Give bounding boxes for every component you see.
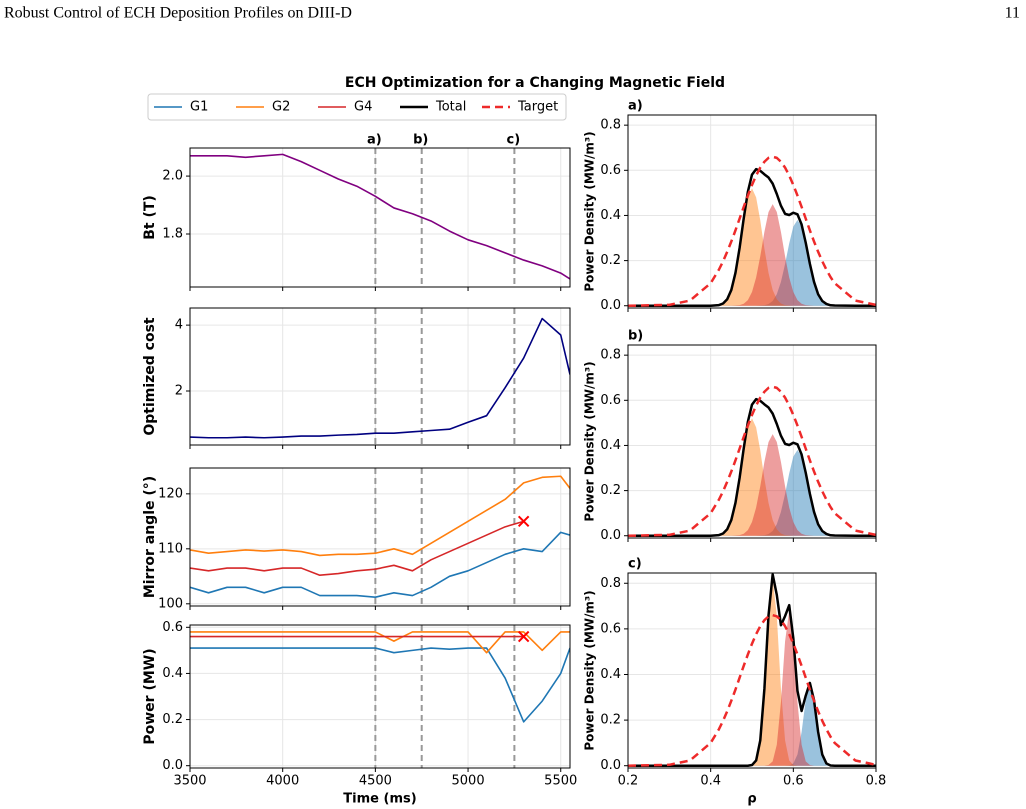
y-axis-label: Mirror angle (°)	[142, 476, 158, 598]
panel-title: a)	[628, 99, 643, 114]
y-axis-label: Power Density (MW/m³)	[583, 590, 597, 750]
y-tick-label: 0.2	[600, 483, 621, 498]
cross-marker	[517, 515, 530, 528]
axes-frame	[627, 572, 877, 769]
y-tick-label: 0.0	[600, 528, 621, 543]
x-tick-label: 0.2	[618, 774, 639, 789]
legend-label: G4	[354, 100, 372, 115]
area	[628, 683, 876, 766]
event-label: b)	[413, 133, 428, 148]
line	[628, 155, 876, 307]
legend-label: G1	[190, 100, 208, 115]
line	[190, 531, 570, 598]
area	[628, 578, 876, 766]
axes-frame	[627, 344, 877, 539]
y-tick-label: 110	[158, 541, 183, 556]
y-tick-label: 0.0	[600, 298, 621, 313]
area	[628, 610, 876, 766]
x-tick-label: 5500	[544, 774, 577, 789]
figure-title: ECH Optimization for a Changing Magnetic…	[345, 75, 725, 91]
y-tick-label: 0.2	[600, 713, 621, 728]
legend-label: Total	[435, 100, 466, 115]
y-axis-label: Power Density (MW/m³)	[583, 131, 597, 291]
y-tick-label: 0.8	[600, 576, 621, 591]
y-tick-label: 0.4	[600, 438, 621, 453]
line	[628, 167, 876, 307]
y-tick-label: 0.4	[162, 666, 183, 681]
y-tick-label: 0.0	[162, 758, 183, 773]
cross-marker	[517, 630, 530, 643]
y-axis-label: Bt (T)	[142, 195, 158, 240]
area	[628, 418, 876, 536]
page-number: 11	[1005, 5, 1020, 22]
line	[190, 317, 570, 439]
axes-frame	[189, 307, 571, 446]
y-tick-label: 4	[175, 318, 183, 333]
x-tick-label: 4000	[266, 774, 299, 789]
y-axis-label: Power (MW)	[142, 648, 158, 744]
y-tick-label: 0.6	[600, 163, 621, 178]
x-tick-label: 0.8	[866, 774, 887, 789]
x-axis-label: ρ	[747, 792, 756, 807]
x-tick-label: 0.6	[783, 774, 804, 789]
y-tick-label: 100	[158, 596, 183, 611]
legend-label: G2	[272, 100, 290, 115]
plot-area	[190, 308, 570, 445]
legend-label: Target	[517, 100, 558, 115]
y-tick-label: 0.8	[600, 118, 621, 133]
line	[190, 153, 570, 280]
running-head: Robust Control of ECH Deposition Profile…	[4, 5, 352, 22]
y-axis-label: Optimized cost	[142, 317, 158, 436]
y-axis-label: Power Density (MW/m³)	[583, 361, 597, 521]
panel-title: c)	[628, 557, 642, 572]
line	[190, 520, 524, 577]
plot-area	[190, 468, 570, 606]
plot-area	[190, 148, 570, 287]
y-tick-label: 0.6	[600, 393, 621, 408]
x-axis-label: Time (ms)	[343, 792, 416, 807]
x-tick-label: 0.4	[700, 774, 721, 789]
y-tick-label: 0.4	[600, 208, 621, 223]
y-tick-label: 0.4	[600, 667, 621, 682]
y-tick-label: 0.6	[162, 620, 183, 635]
y-tick-label: 0.8	[600, 348, 621, 363]
event-label: a)	[367, 133, 382, 148]
axes-frame	[627, 114, 877, 309]
y-tick-label: 2	[175, 383, 183, 398]
line	[628, 613, 876, 767]
area	[628, 188, 876, 306]
line	[628, 385, 876, 537]
plot-area	[628, 345, 876, 538]
y-tick-label: 1.8	[162, 227, 183, 242]
legend-box	[147, 93, 567, 121]
line	[190, 475, 570, 557]
event-label: c)	[507, 133, 521, 148]
line	[628, 397, 876, 537]
line	[628, 573, 876, 767]
y-tick-label: 0.2	[162, 712, 183, 727]
y-tick-label: 0.0	[600, 758, 621, 773]
y-tick-label: 120	[158, 486, 183, 501]
plot-area	[628, 573, 876, 768]
x-tick-label: 4500	[359, 774, 392, 789]
axes-frame	[189, 147, 571, 288]
y-tick-label: 0.2	[600, 253, 621, 268]
y-tick-label: 2.0	[162, 169, 183, 184]
axes-frame	[189, 467, 571, 607]
x-tick-label: 5000	[452, 774, 485, 789]
y-tick-label: 0.6	[600, 621, 621, 636]
plot-area	[190, 625, 570, 768]
plot-area	[628, 115, 876, 308]
x-tick-label: 3500	[173, 774, 206, 789]
axes-frame	[189, 624, 571, 769]
panel-title: b)	[628, 329, 643, 344]
line	[190, 647, 570, 723]
